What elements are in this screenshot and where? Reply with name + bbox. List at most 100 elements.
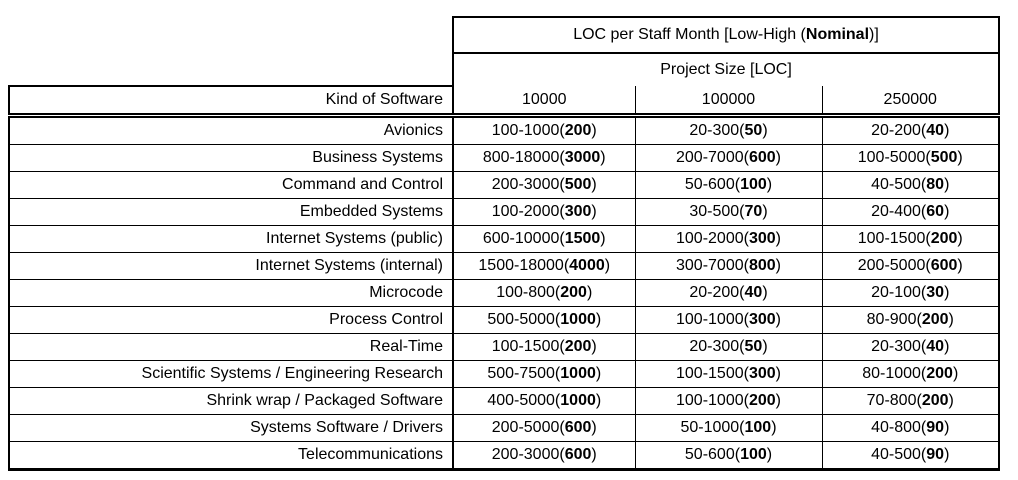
nominal-value: 50 <box>744 122 763 140</box>
loc-range-cell: 30-500(70) <box>634 198 823 226</box>
loc-range-cell: 200-3000(600) <box>452 441 636 471</box>
row-label: Real-Time <box>8 333 454 361</box>
loc-range-cell: 40-800(90) <box>821 414 1000 442</box>
nominal-value: 500 <box>930 149 958 167</box>
loc-range-cell: 100-1500(200) <box>821 225 1000 253</box>
row-label: Systems Software / Drivers <box>8 414 454 442</box>
nominal-value: 40 <box>926 338 945 356</box>
nominal-value: 1500 <box>564 230 601 248</box>
loc-range-cell: 200-3000(500) <box>452 171 636 199</box>
kind-of-software-header: Kind of Software <box>8 85 454 118</box>
nominal-value: 1000 <box>560 311 596 329</box>
nominal-value: 60 <box>926 203 945 221</box>
table-title-prefix: LOC per Staff Month [Low-High ( <box>573 26 806 44</box>
loc-range-cell: 20-200(40) <box>821 115 1000 145</box>
table-row: Scientific Systems / Engineering Researc… <box>8 360 1000 388</box>
nominal-value: 800 <box>748 257 776 275</box>
column-header-row: Kind of Software 10000 100000 250000 <box>8 85 1000 118</box>
table-row: Microcode 100-800(200) 20-200(40) 20-100(30… <box>8 279 1000 307</box>
loc-range-cell: 20-400(60) <box>821 198 1000 226</box>
nominal-value: 200 <box>748 392 776 410</box>
loc-range-cell: 20-300(40) <box>821 333 1000 361</box>
nominal-value: 200 <box>564 338 592 356</box>
loc-range-cell: 70-800(200) <box>821 387 1000 415</box>
nominal-value: 200 <box>921 311 949 329</box>
loc-range-cell: 100-5000(500) <box>821 144 1000 172</box>
size-column-header-250000: 250000 <box>821 86 1000 118</box>
nominal-value: 1000 <box>560 392 596 410</box>
project-size-row: Project Size [LOC] <box>9 53 1000 86</box>
row-label: Process Control <box>8 306 454 334</box>
nominal-value: 90 <box>926 419 945 437</box>
loc-range-cell: 50-600(100) <box>634 171 823 199</box>
table-row: Internet Systems (public) 600-10000(1500)… <box>8 225 1000 253</box>
nominal-value: 200 <box>926 365 953 383</box>
loc-range-cell: 80-900(200) <box>821 306 1000 334</box>
nominal-value: 4000 <box>569 257 605 275</box>
nominal-value: 200 <box>930 230 958 248</box>
loc-range-cell: 20-300(50) <box>634 333 823 361</box>
loc-range-cell: 100-1000(200) <box>452 115 636 145</box>
loc-range-cell: 500-7500(1000) <box>452 360 636 388</box>
loc-range-cell: 80-1000(200) <box>821 360 1000 388</box>
title-row: LOC per Staff Month [Low-High (Nominal)] <box>9 16 1000 54</box>
nominal-value: 70 <box>744 203 763 221</box>
loc-range-cell: 20-300(50) <box>634 115 823 145</box>
nominal-value: 200 <box>564 122 592 140</box>
loc-range-cell: 300-7000(800) <box>634 252 823 280</box>
blank-cell <box>9 17 453 53</box>
table-row: Command and Control 200-3000(500) 50-600(1… <box>8 171 1000 199</box>
nominal-value: 100 <box>740 176 767 194</box>
table-title-suffix: )] <box>869 26 879 44</box>
nominal-value: 300 <box>564 203 592 221</box>
loc-range-cell: 500-5000(1000) <box>452 306 636 334</box>
row-label: Shrink wrap / Packaged Software <box>8 387 454 415</box>
loc-range-cell: 200-5000(600) <box>452 414 636 442</box>
row-label: Avionics <box>8 115 454 145</box>
loc-range-cell: 200-5000(600) <box>821 252 1000 280</box>
loc-range-cell: 40-500(90) <box>821 441 1000 471</box>
table-row: Systems Software / Drivers 200-5000(600) 5… <box>8 414 1000 442</box>
loc-range-cell: 100-800(200) <box>452 279 636 307</box>
row-label: Scientific Systems / Engineering Researc… <box>8 360 454 388</box>
loc-range-cell: 100-2000(300) <box>634 225 823 253</box>
loc-range-cell: 100-1500(200) <box>452 333 636 361</box>
table-row: Telecommunications 200-3000(600) 50-600(10… <box>8 441 1000 471</box>
table-row: Real-Time 100-1500(200) 20-300(50) 20-300(4… <box>8 333 1000 361</box>
blank-cell <box>9 53 453 86</box>
nominal-value: 600 <box>564 419 592 437</box>
table-row: Business Systems 800-18000(3000) 200-7000(… <box>8 144 1000 172</box>
row-label: Internet Systems (internal) <box>8 252 454 280</box>
nominal-value: 40 <box>926 122 945 140</box>
loc-range-cell: 100-2000(300) <box>452 198 636 226</box>
nominal-value: 300 <box>748 230 776 248</box>
table-body: Avionics 100-1000(200) 20-300(50) 20-200(40… <box>8 115 1000 471</box>
nominal-value: 500 <box>564 176 592 194</box>
table-header: LOC per Staff Month [Low-High (Nominal)]… <box>8 16 1000 118</box>
nominal-value: 50 <box>744 338 763 356</box>
loc-range-cell: 50-1000(100) <box>634 414 823 442</box>
nominal-value: 200 <box>560 284 587 302</box>
table-row: Avionics 100-1000(200) 20-300(50) 20-200(40… <box>8 115 1000 145</box>
nominal-value: 600 <box>564 446 592 464</box>
nominal-value: 40 <box>744 284 763 302</box>
nominal-value: 1000 <box>560 365 596 383</box>
nominal-value: 100 <box>740 446 767 464</box>
nominal-value: 3000 <box>564 149 601 167</box>
row-label: Business Systems <box>8 144 454 172</box>
loc-range-cell: 40-500(80) <box>821 171 1000 199</box>
nominal-value: 600 <box>930 257 958 275</box>
loc-per-staff-month-table: LOC per Staff Month [Low-High (Nominal)]… <box>8 16 1000 471</box>
loc-range-cell: 800-18000(3000) <box>452 144 636 172</box>
size-column-header-10000: 10000 <box>452 86 636 118</box>
row-label: Internet Systems (public) <box>8 225 454 253</box>
table-title: LOC per Staff Month [Low-High (Nominal)] <box>452 16 1000 54</box>
row-label: Command and Control <box>8 171 454 199</box>
row-label: Telecommunications <box>8 441 454 471</box>
nominal-value: 30 <box>926 284 945 302</box>
nominal-value: 600 <box>748 149 776 167</box>
size-column-header-100000: 100000 <box>634 86 823 118</box>
table-row: Process Control 500-5000(1000) 100-1000(30… <box>8 306 1000 334</box>
loc-range-cell: 200-7000(600) <box>634 144 823 172</box>
